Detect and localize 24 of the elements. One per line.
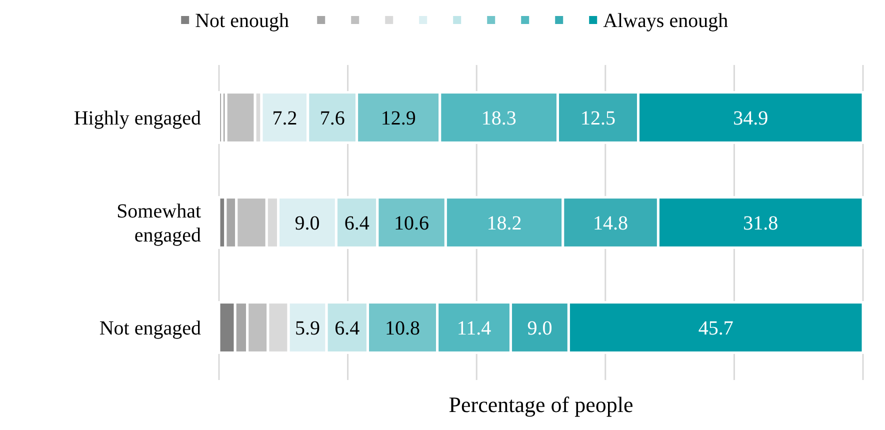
data-label: 10.6: [394, 212, 430, 234]
x-axis-title: Percentage of people: [448, 392, 634, 417]
data-label: 12.9: [380, 108, 416, 130]
y-tick-label: Somewhat engaged: [116, 200, 202, 246]
legend-label: Always enough: [603, 10, 728, 32]
y-tick-label: Highly engaged: [74, 108, 201, 130]
data-label: 9.0: [294, 212, 320, 234]
data-label: 10.8: [385, 318, 420, 340]
data-label: 11.4: [456, 318, 492, 340]
data-label: 7.2: [272, 108, 298, 130]
data-label: 12.5: [580, 108, 616, 130]
data-label: 6.4: [334, 318, 360, 340]
data-label: 6.4: [344, 212, 370, 234]
data-label: 34.9: [733, 108, 768, 130]
y-tick-label: Not engaged: [99, 318, 201, 340]
legend-label: Not enough: [195, 10, 289, 32]
data-label: 5.9: [295, 318, 320, 340]
data-label: 45.7: [698, 318, 734, 340]
data-label: 7.6: [320, 108, 345, 130]
data-label: 18.2: [486, 212, 522, 234]
data-label: 18.3: [481, 108, 516, 130]
data-label: 31.8: [743, 212, 778, 234]
data-label: 14.8: [593, 212, 628, 234]
data-label: 9.0: [527, 318, 552, 340]
